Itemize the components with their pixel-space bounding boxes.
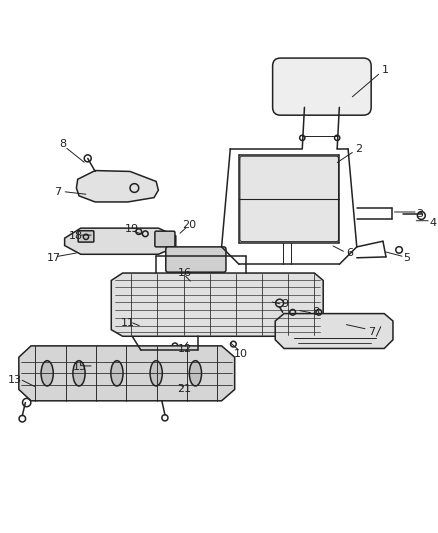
Ellipse shape bbox=[110, 361, 123, 386]
Text: 20: 20 bbox=[181, 220, 195, 230]
Text: 5: 5 bbox=[403, 253, 410, 263]
Ellipse shape bbox=[73, 361, 85, 386]
Text: 21: 21 bbox=[177, 384, 191, 393]
Ellipse shape bbox=[150, 361, 162, 386]
Polygon shape bbox=[76, 171, 158, 202]
Text: 7: 7 bbox=[54, 188, 61, 197]
Text: 19: 19 bbox=[125, 224, 139, 235]
Text: 8: 8 bbox=[311, 308, 318, 317]
Text: 12: 12 bbox=[177, 344, 191, 354]
Text: 16: 16 bbox=[177, 268, 191, 278]
Text: 11: 11 bbox=[120, 318, 134, 328]
Text: 15: 15 bbox=[73, 362, 87, 372]
Polygon shape bbox=[19, 346, 234, 401]
FancyBboxPatch shape bbox=[166, 247, 226, 272]
Polygon shape bbox=[275, 313, 392, 349]
Text: 10: 10 bbox=[234, 349, 247, 359]
Polygon shape bbox=[64, 228, 175, 254]
Text: 2: 2 bbox=[355, 144, 362, 154]
Text: 6: 6 bbox=[346, 248, 353, 259]
FancyBboxPatch shape bbox=[272, 58, 370, 115]
Text: 1: 1 bbox=[381, 65, 388, 75]
Text: 7: 7 bbox=[367, 327, 375, 337]
Text: 4: 4 bbox=[428, 218, 436, 228]
Text: 18: 18 bbox=[68, 231, 82, 241]
Text: 8: 8 bbox=[59, 140, 66, 149]
Text: 17: 17 bbox=[46, 253, 60, 263]
Text: 13: 13 bbox=[7, 375, 21, 385]
Polygon shape bbox=[111, 273, 322, 336]
Text: 9: 9 bbox=[281, 298, 288, 309]
Text: 3: 3 bbox=[416, 209, 423, 219]
Ellipse shape bbox=[189, 361, 201, 386]
FancyBboxPatch shape bbox=[78, 231, 94, 242]
FancyBboxPatch shape bbox=[155, 231, 175, 247]
Ellipse shape bbox=[41, 361, 53, 386]
FancyBboxPatch shape bbox=[240, 156, 338, 241]
